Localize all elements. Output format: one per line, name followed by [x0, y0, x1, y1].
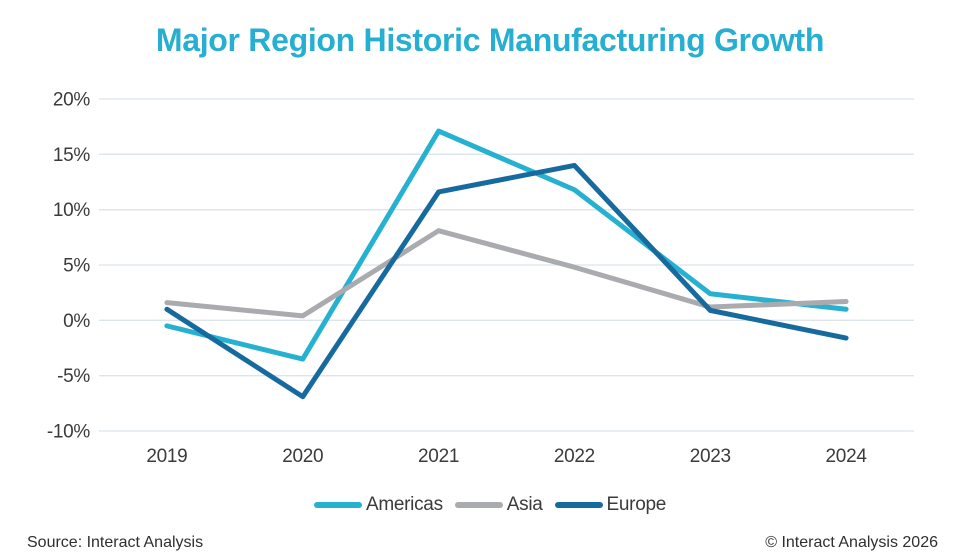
- legend-label-americas: Americas: [365, 494, 443, 515]
- series-line-europe: [164, 162, 849, 400]
- x-axis-tick-label: 2020: [282, 446, 323, 467]
- series-line-asia: [164, 228, 849, 319]
- legend-swatch-europe: [554, 502, 603, 508]
- y-axis-tick-label: -10%: [47, 422, 91, 443]
- x-axis-tick-label: 2021: [418, 446, 459, 467]
- x-axis-tick-label: 2022: [554, 446, 595, 467]
- legend-swatch-americas: [313, 502, 362, 508]
- y-axis-tick-label: 5%: [63, 256, 90, 277]
- legend: Americas Asia Europe: [0, 494, 980, 516]
- copyright-note: © Interact Analysis 2026: [765, 534, 938, 551]
- chart-title: Major Region Historic Manufacturing Grow…: [155, 22, 825, 58]
- x-axis-tick-label: 2024: [826, 446, 868, 467]
- x-axis-tick-label: 2023: [690, 446, 731, 467]
- x-axis-tick-label: 2019: [146, 446, 187, 467]
- legend-label-europe: Europe: [606, 494, 667, 515]
- y-axis-tick-label: 0%: [63, 311, 90, 332]
- y-axis-tick-label: -5%: [57, 366, 90, 387]
- y-axis-tick-label: 15%: [53, 145, 91, 166]
- source-note: Source: Interact Analysis: [27, 534, 204, 551]
- legend-item-americas: Americas: [313, 494, 443, 516]
- y-axis-tick-label: 20%: [53, 90, 91, 111]
- legend-item-asia: Asia: [454, 494, 543, 516]
- legend-swatch-asia: [454, 502, 503, 508]
- y-axis-tick-label: 10%: [53, 200, 91, 221]
- legend-label-asia: Asia: [506, 494, 543, 515]
- legend-item-europe: Europe: [554, 494, 667, 516]
- series-line-americas: [164, 128, 849, 362]
